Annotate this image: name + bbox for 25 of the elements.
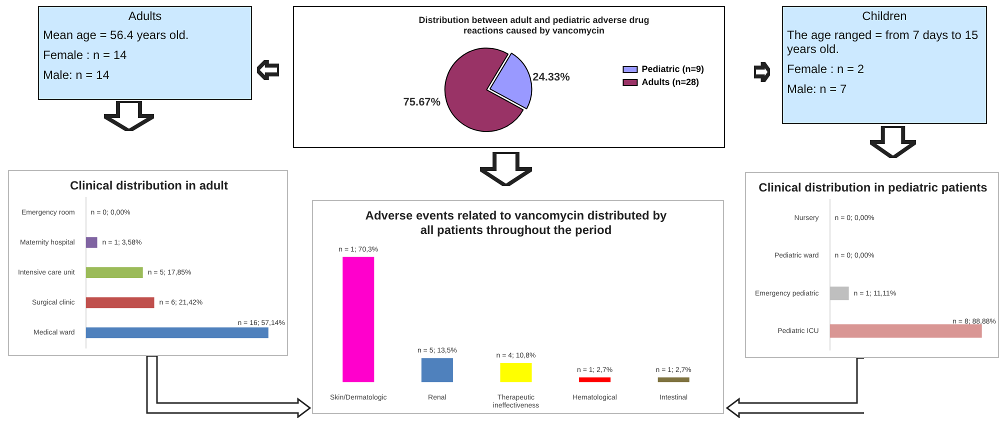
bar bbox=[658, 377, 690, 382]
data-label: 75.67% bbox=[403, 96, 441, 108]
bar bbox=[579, 377, 611, 382]
legend-label: Pediatric (n=9) bbox=[642, 64, 704, 74]
legend-label: Adults (n=28) bbox=[642, 76, 699, 87]
text: The age ranged = from 7 days to 15 years old. bbox=[787, 28, 980, 56]
bar bbox=[86, 297, 154, 308]
chart-title: Clinical distribution in adult bbox=[70, 178, 228, 193]
chart-title: Clinical distribution in pediatric patients bbox=[758, 180, 988, 195]
bar bbox=[500, 362, 532, 382]
text: Children bbox=[861, 9, 908, 23]
text: Mean age = 56.4 years old. bbox=[43, 28, 190, 42]
bar bbox=[342, 256, 374, 382]
text: Female : n = 14 bbox=[43, 48, 128, 62]
chart-title: Adverse events related to vancomycin distributed by all patients throughout the period bbox=[365, 208, 668, 237]
bar bbox=[86, 327, 268, 338]
text: Male: n = 7 bbox=[787, 82, 848, 96]
text: Male: n = 14 bbox=[43, 68, 110, 82]
bar bbox=[86, 237, 98, 248]
text: Female : n = 2 bbox=[787, 62, 866, 76]
bar bbox=[86, 267, 143, 278]
chart-title: Distribution between adult and pediatric adverse drug reactions caused by vancomycin bbox=[418, 14, 650, 36]
data-label: 24.33% bbox=[532, 71, 570, 84]
text: Adults bbox=[127, 9, 163, 23]
bar bbox=[421, 358, 453, 382]
